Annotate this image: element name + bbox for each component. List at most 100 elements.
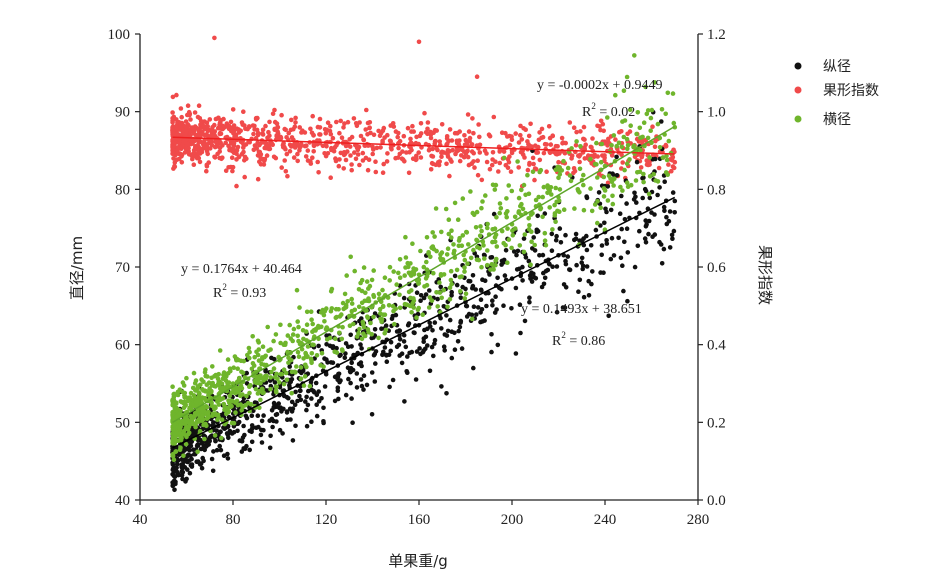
data-point (494, 244, 500, 249)
data-point (304, 322, 310, 328)
data-point (515, 159, 520, 164)
data-point (575, 187, 581, 192)
data-point (518, 132, 523, 138)
data-point (328, 175, 334, 180)
data-point (577, 277, 583, 283)
data-point (289, 369, 295, 375)
data-point (547, 188, 552, 194)
data-point (478, 319, 483, 325)
data-point (449, 138, 455, 143)
data-point (606, 173, 612, 179)
data-point (231, 429, 237, 435)
data-point (360, 150, 366, 156)
data-point (262, 156, 268, 162)
data-point (186, 146, 191, 151)
data-point (637, 125, 643, 131)
data-point (644, 158, 649, 163)
data-point (581, 207, 587, 213)
data-point (324, 144, 329, 149)
data-point (418, 351, 423, 357)
data-point (601, 128, 606, 134)
data-point (516, 209, 522, 214)
data-point (395, 134, 401, 140)
data-point (469, 149, 475, 154)
data-point (214, 428, 219, 433)
data-point (627, 157, 632, 162)
data-point (377, 306, 383, 312)
data-point (631, 143, 637, 148)
data-point (244, 381, 250, 386)
data-point (488, 255, 494, 260)
data-point (515, 248, 521, 254)
data-point (242, 174, 247, 180)
data-point (396, 145, 401, 151)
x-axis-title: 单果重/g (388, 552, 448, 570)
data-point (478, 224, 483, 229)
data-point (547, 135, 553, 141)
data-point (447, 317, 453, 323)
data-point (595, 154, 600, 159)
data-point (530, 155, 536, 161)
data-point (512, 214, 518, 220)
data-point (267, 445, 273, 451)
data-point (671, 228, 677, 234)
data-point (294, 287, 300, 293)
data-point (405, 260, 411, 266)
data-point (532, 177, 537, 183)
data-point (309, 130, 315, 136)
data-point (354, 371, 360, 376)
data-point (413, 140, 419, 146)
data-point (567, 267, 572, 272)
data-point (434, 290, 439, 295)
data-point (414, 134, 419, 140)
data-point (170, 412, 175, 417)
data-point (361, 265, 367, 270)
data-point (392, 321, 397, 327)
data-point (285, 173, 290, 179)
data-point (323, 326, 329, 332)
data-point (333, 158, 339, 164)
data-point (582, 156, 588, 161)
data-point (271, 400, 277, 406)
data-point (188, 390, 194, 396)
data-point (303, 154, 309, 159)
data-point (360, 319, 366, 325)
data-point (172, 392, 178, 398)
data-point (184, 375, 189, 381)
data-point (606, 313, 611, 319)
data-point (430, 161, 436, 167)
data-point (402, 273, 408, 278)
data-point (323, 131, 329, 136)
data-point (552, 202, 557, 208)
data-point (481, 243, 486, 248)
data-point (338, 118, 344, 124)
data-point (281, 381, 287, 387)
data-point (469, 316, 475, 322)
data-point (406, 321, 412, 326)
data-point (452, 273, 458, 279)
trendlines-layer (172, 125, 676, 449)
data-point (553, 151, 559, 157)
data-point (661, 204, 667, 210)
data-point (624, 136, 630, 142)
data-point (279, 371, 285, 377)
data-point (481, 252, 487, 258)
data-point (602, 220, 607, 226)
data-point (660, 155, 666, 160)
data-point (341, 152, 347, 158)
data-point (643, 218, 648, 223)
data-point (288, 336, 294, 341)
data-point (283, 169, 289, 174)
data-point (533, 197, 539, 203)
data-point (288, 127, 294, 133)
data-point (458, 295, 464, 301)
data-point (376, 128, 381, 134)
data-point (263, 368, 268, 374)
data-point (614, 173, 620, 178)
data-point (609, 153, 615, 158)
data-point (382, 275, 388, 281)
data-point (470, 273, 476, 278)
data-point (337, 353, 343, 359)
data-point (384, 159, 390, 164)
data-point (308, 309, 314, 315)
